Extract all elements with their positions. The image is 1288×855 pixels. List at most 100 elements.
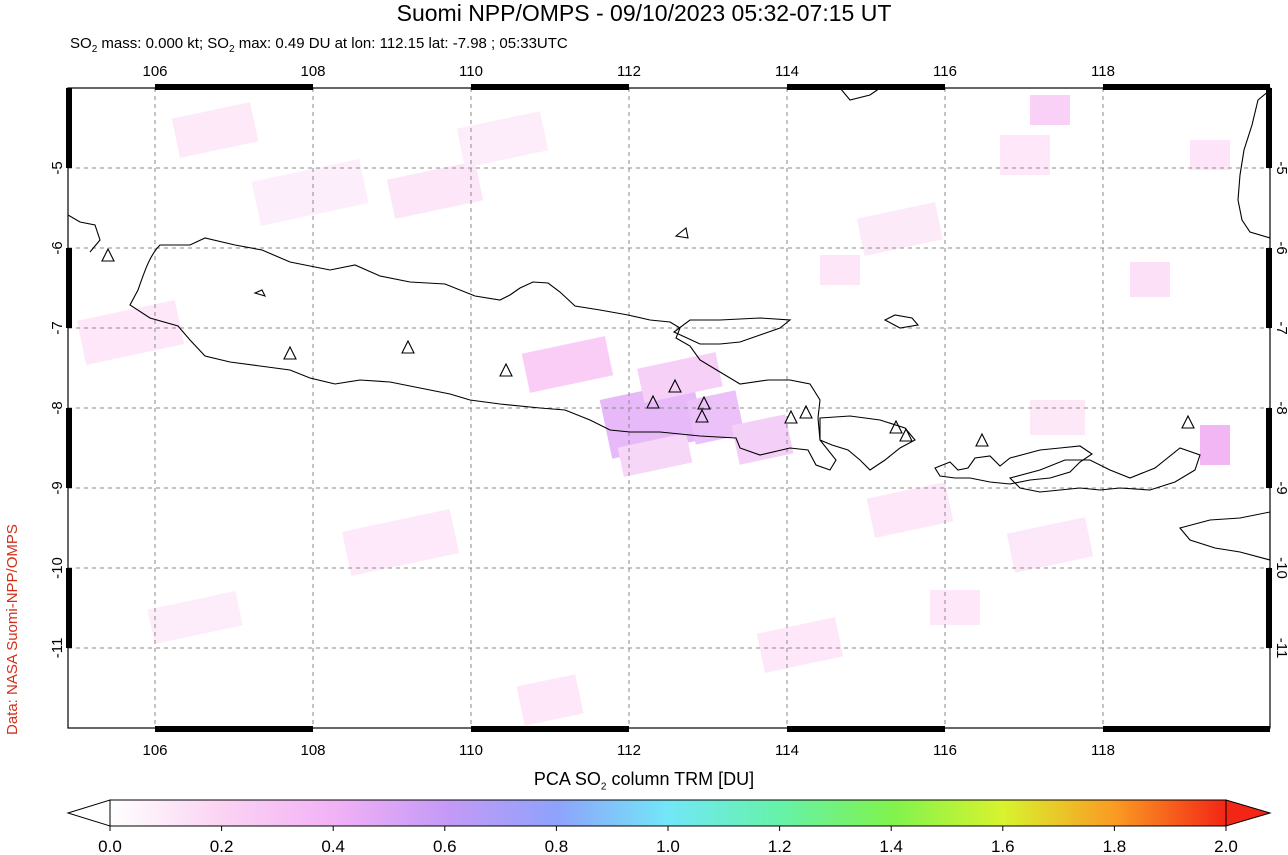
- lon-label-top: 108: [300, 63, 325, 80]
- colorbar-tick-label: 2.0: [1214, 837, 1238, 855]
- lon-label-top: 110: [459, 63, 483, 80]
- lat-label-left: -8: [49, 401, 66, 414]
- volcano-marker: [1181, 414, 1195, 429]
- volcano-marker: [668, 378, 682, 393]
- so2-pixel: [342, 509, 459, 576]
- so2-pixel: [147, 591, 243, 644]
- colorbar-tick-label: 1.0: [656, 837, 680, 855]
- graticule: [68, 88, 1270, 728]
- so2-pixel: [637, 352, 723, 403]
- lon-label-top: 106: [142, 63, 167, 80]
- coastline-sumatra: [68, 214, 101, 253]
- so2-field: [76, 95, 1230, 726]
- so2-pixel: [521, 336, 614, 393]
- so2-pixel: [171, 102, 259, 158]
- lon-labels: 106 108 110 112 114 116 118 106 108 110 …: [142, 63, 1114, 759]
- colorbar-tick-label: 0.0: [98, 837, 122, 855]
- colorbar-tick-label: 0.4: [321, 837, 345, 855]
- colorbar-tick-label: 0.6: [433, 837, 457, 855]
- lon-label-bottom: 116: [933, 742, 957, 759]
- lat-label-right: -5: [1273, 161, 1288, 174]
- so2-pixel: [386, 161, 484, 219]
- so2-pixel: [1006, 517, 1094, 573]
- lon-label-bottom: 114: [775, 742, 799, 759]
- lat-labels-left: -5 -6 -7 -8 -9 -10 -11: [49, 161, 66, 658]
- so2-pixel: [1200, 425, 1230, 465]
- lat-label-left: -10: [49, 557, 66, 579]
- coastline-sumba: [1179, 511, 1270, 561]
- colorbar-high-arrow: [1225, 799, 1272, 827]
- coastline-bali: [819, 415, 916, 471]
- colorbar-title: PCA SO2 column TRM [DU]: [533, 769, 755, 793]
- lat-label-right: -6: [1273, 241, 1288, 254]
- volcano-marker: [695, 408, 709, 423]
- colorbar-tick-label: 1.4: [879, 837, 903, 855]
- volcano-marker: [784, 409, 798, 424]
- so2-pixel: [731, 414, 794, 465]
- so2-pixel: [617, 433, 693, 477]
- colorbar-tick-label: 1.2: [768, 837, 792, 855]
- so2-pixel: [930, 590, 980, 625]
- volcano-marker: [401, 339, 415, 354]
- lon-label-bottom: 108: [300, 742, 325, 759]
- coastline-sulawesi: [1237, 89, 1270, 239]
- lon-label-top: 114: [775, 63, 799, 80]
- colorbar-low-arrow: [66, 799, 111, 827]
- so2-pixel: [820, 255, 860, 285]
- coastline-madura: [672, 317, 792, 345]
- lon-label-bottom: 112: [617, 742, 641, 759]
- coastline-sumbawa: [1008, 447, 1201, 493]
- volcano-marker: [283, 345, 297, 360]
- lat-labels-right: -5 -6 -7 -8 -9 -10 -11: [1273, 161, 1288, 658]
- lon-label-top: 116: [933, 63, 957, 80]
- so2-pixel: [1190, 140, 1230, 170]
- so2-summary: SO2 mass: 0.000 kt; SO2 max: 0.49 DU at …: [70, 35, 568, 55]
- lat-label-left: -11: [49, 638, 66, 659]
- lat-label-left: -9: [49, 481, 66, 494]
- so2-pixel: [856, 202, 943, 256]
- colorbar-tick-label: 1.6: [991, 837, 1015, 855]
- so2-pixel: [251, 159, 369, 226]
- volcano-marker: [499, 362, 513, 377]
- so2-pixel: [516, 674, 584, 726]
- so2-pixel: [1000, 135, 1050, 175]
- coastline-lombok: [934, 445, 1093, 485]
- lat-label-right: -11: [1273, 638, 1288, 659]
- volcano-marker: [697, 395, 711, 410]
- lat-label-right: -10: [1273, 557, 1288, 579]
- coastline-kangean: [883, 314, 920, 329]
- so2-pixel: [866, 482, 954, 538]
- map-border-bars: [66, 84, 1272, 732]
- coastline-karimun: [253, 289, 267, 297]
- lat-label-right: -7: [1273, 321, 1288, 334]
- coastline-kalimantan: [839, 88, 881, 101]
- lon-label-bottom: 106: [142, 742, 167, 759]
- lon-label-top: 118: [1091, 63, 1115, 80]
- lon-label-top: 112: [617, 63, 641, 80]
- colorbar-tick-label: 1.8: [1103, 837, 1127, 855]
- colorbar-tick-label: 0.2: [210, 837, 234, 855]
- volcano-marker: [101, 247, 115, 262]
- lat-label-left: -6: [49, 241, 66, 254]
- so2-pixel: [756, 617, 844, 673]
- colorbar-ticks: 0.0 0.2 0.4 0.6 0.8 1.0 1.2 1.4 1.6 1.8 2.0: [98, 826, 1238, 855]
- lat-label-left: -5: [49, 161, 66, 174]
- volcano-marker: [899, 427, 913, 442]
- volcano-marker: [889, 419, 903, 434]
- lat-label-right: -8: [1273, 401, 1288, 414]
- coastline-java: [129, 237, 837, 471]
- lon-label-bottom: 118: [1091, 742, 1115, 759]
- volcano-markers: [101, 247, 1195, 447]
- colorbar-ramp: [109, 799, 1227, 827]
- colorbar-tick-label: 0.8: [545, 837, 569, 855]
- lon-label-bottom: 110: [459, 742, 483, 759]
- volcano-marker: [646, 394, 660, 409]
- so2-pixel: [1130, 262, 1170, 297]
- so2-pixel: [1030, 400, 1085, 435]
- so2-pixel: [1030, 95, 1070, 125]
- lat-label-right: -9: [1273, 481, 1288, 494]
- colorbar: 0.0 0.2 0.4 0.6 0.8 1.0 1.2 1.4 1.6 1.8 2.0: [66, 799, 1272, 855]
- map-title: Suomi NPP/OMPS - 09/10/2023 05:32-07:15 …: [396, 0, 892, 26]
- so2-pixel: [456, 111, 549, 168]
